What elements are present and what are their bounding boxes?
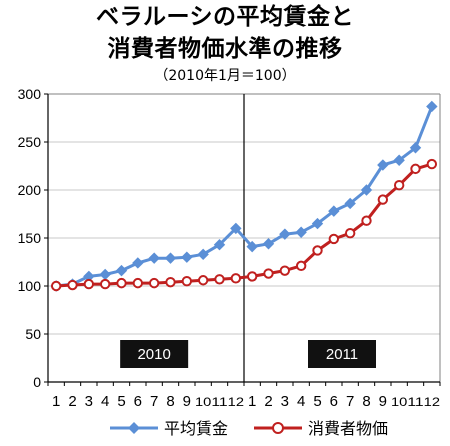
data-point (214, 274, 225, 285)
data-point (377, 159, 389, 171)
x-tick-label: 9 (379, 393, 387, 410)
year-label-box (308, 340, 376, 368)
data-point (148, 252, 160, 264)
data-point (295, 226, 307, 238)
x-tick-label: 8 (362, 393, 370, 410)
y-tick-label: 300 (18, 86, 42, 102)
data-point (344, 228, 356, 239)
x-tick-label: 12 (228, 395, 245, 409)
x-tick-label: 5 (313, 393, 321, 410)
x-tick-label: 2 (264, 393, 272, 410)
x-tick-label: 10 (391, 395, 408, 409)
y-tick-label: 50 (25, 326, 41, 342)
data-point (132, 257, 144, 269)
x-tick-label: 4 (297, 393, 305, 410)
data-point (164, 252, 177, 264)
x-tick-label: 1 (52, 393, 60, 410)
y-tick-label: 250 (18, 134, 42, 150)
data-point (344, 197, 356, 210)
legend-marker (272, 422, 284, 434)
year-label-box (120, 340, 189, 368)
data-point (246, 271, 258, 282)
x-tick-label: 11 (211, 395, 228, 409)
x-tick-label: 5 (117, 393, 125, 410)
x-tick-label: 7 (150, 393, 158, 410)
y-tick-label: 100 (18, 278, 42, 294)
data-point (262, 238, 275, 250)
chart-subtitle: （2010年1月＝100） (154, 68, 296, 84)
data-point (213, 239, 226, 251)
x-tick-label: 7 (346, 393, 354, 410)
data-point (328, 205, 340, 217)
data-point (312, 245, 323, 256)
data-point (409, 142, 422, 154)
x-tick-label: 6 (330, 393, 338, 410)
data-point (148, 277, 160, 289)
data-point (295, 260, 307, 272)
y-tick-label: 150 (18, 230, 42, 246)
data-point (115, 264, 128, 277)
chart-title-line2: 消費者物価水準の推移 (107, 36, 343, 62)
data-point (230, 222, 242, 235)
data-point (116, 277, 127, 289)
x-tick-label: 3 (85, 393, 93, 410)
data-point (230, 273, 242, 284)
y-tick-label: 200 (18, 182, 42, 198)
x-tick-label: 12 (424, 395, 441, 409)
y-tick-label: 0 (33, 374, 41, 390)
x-tick-label: 10 (195, 395, 212, 409)
data-point (361, 215, 372, 226)
x-tick-label: 11 (407, 395, 424, 409)
data-point (83, 278, 95, 290)
legend-label: 消費者物価 (308, 420, 388, 438)
data-point (132, 277, 144, 289)
data-point (279, 265, 291, 276)
x-tick-label: 6 (134, 393, 142, 410)
x-tick-label: 3 (281, 393, 289, 410)
data-point (246, 240, 258, 253)
data-point (50, 280, 62, 292)
data-point (99, 268, 111, 281)
data-point (426, 158, 438, 170)
data-point (410, 163, 421, 175)
data-point (197, 275, 209, 286)
data-point (311, 217, 324, 230)
data-point (165, 276, 176, 288)
data-point (393, 154, 405, 166)
data-point (67, 279, 78, 291)
x-tick-label: 9 (183, 393, 191, 410)
legend-marker (128, 422, 140, 434)
data-point (279, 228, 291, 240)
x-tick-label: 1 (248, 393, 256, 410)
data-point (377, 194, 389, 205)
x-tick-label: 2 (68, 393, 76, 410)
data-point (181, 251, 193, 263)
x-tick-label: 8 (166, 393, 174, 410)
data-point (197, 248, 209, 261)
data-point (99, 278, 111, 290)
chart-title-line1: ベラルーシの平均賃金と (95, 4, 355, 30)
data-point (263, 268, 274, 279)
data-point (393, 180, 405, 191)
data-point (426, 100, 438, 113)
data-point (181, 276, 193, 287)
data-point (328, 233, 340, 245)
data-point (360, 184, 373, 196)
x-tick-label: 4 (101, 393, 109, 410)
year-label: 2010 (137, 346, 170, 363)
legend-label: 平均賃金 (164, 420, 228, 438)
year-label: 2011 (326, 346, 358, 363)
